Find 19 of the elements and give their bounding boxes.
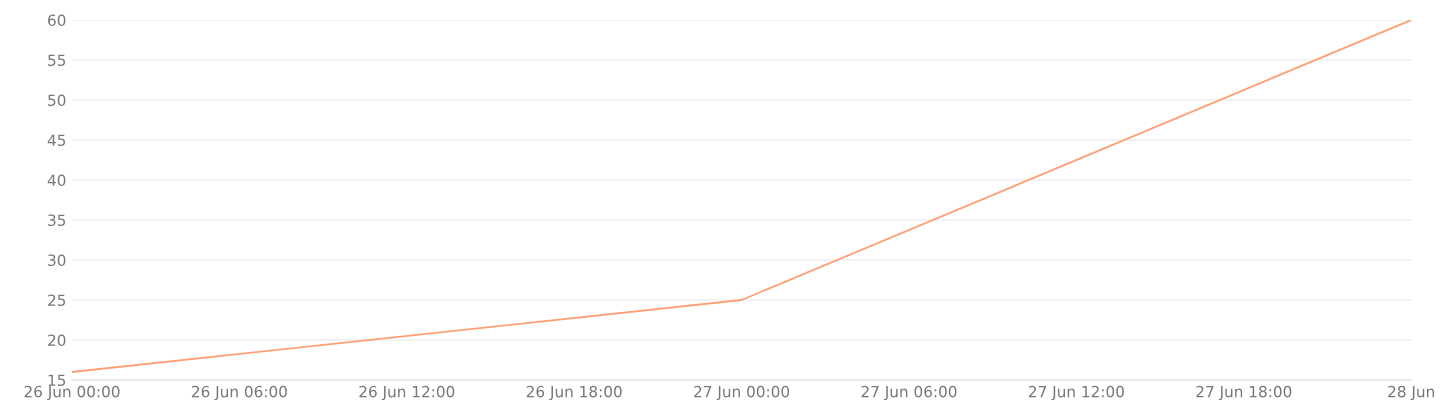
y-tick-label: 25 [48, 294, 66, 307]
x-tick-label: 27 Jun 06:00 [861, 385, 957, 400]
y-tick-label: 55 [48, 54, 66, 67]
y-tick-label: 15 [48, 374, 66, 387]
y-tick-label: 50 [48, 94, 66, 107]
y-tick-label: 60 [48, 14, 66, 27]
y-tick-label: 45 [47, 134, 66, 147]
x-tick-label: 28 Jun [1388, 385, 1434, 400]
x-tick-label: 26 Jun 18:00 [526, 385, 622, 400]
x-tick-label: 26 Jun 06:00 [191, 385, 287, 400]
y-tick-label: 40 [47, 174, 66, 187]
y-tick-label: 20 [48, 334, 66, 347]
y-tick-label: 30 [48, 254, 66, 267]
x-tick-label: 26 Jun 12:00 [359, 385, 455, 400]
x-tick-label: 27 Jun 00:00 [694, 385, 790, 400]
x-tick-label: 27 Jun 18:00 [1196, 385, 1292, 400]
x-tick-label: 27 Jun 12:00 [1028, 385, 1124, 400]
x-tick-label: 26 Jun 00:00 [24, 385, 120, 400]
y-tick-label: 35 [48, 214, 66, 227]
